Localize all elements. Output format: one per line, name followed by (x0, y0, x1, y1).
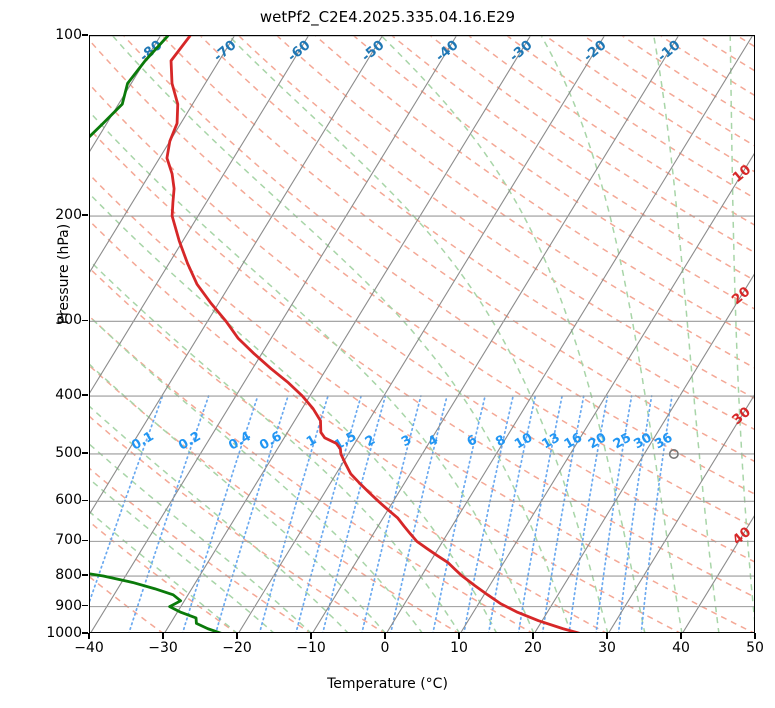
y-tick-label: 500 (55, 444, 82, 461)
x-tick-mark (310, 633, 312, 639)
isotherm-label: -60 (285, 37, 314, 65)
x-tick-mark (162, 633, 164, 639)
mixing-ratio-label: 2 (363, 433, 378, 451)
mixing-ratio-label: 16 (562, 430, 585, 452)
y-tick-mark (82, 604, 88, 607)
chart-title: wetPf2_C2E4.2025.335.04.16.E29 (259, 8, 516, 26)
x-tick-label: 30 (598, 640, 616, 656)
temperature-profile-line (165, 36, 581, 632)
y-tick-label: 200 (55, 207, 82, 224)
x-tick-mark (606, 633, 608, 639)
x-axis-label: Temperature (°C) (327, 676, 448, 692)
isotherm-label: 10 (730, 162, 755, 186)
x-tick-mark (384, 633, 386, 639)
x-tick-label: 10 (450, 640, 468, 656)
mixing-ratio-label: 8 (493, 433, 508, 451)
mixing-ratio-label: 25 (611, 430, 634, 452)
y-tick-mark (82, 34, 88, 36)
mixing-ratio-label: 20 (586, 430, 609, 452)
x-tick-label: −10 (296, 640, 326, 656)
isotherm-label: -30 (507, 37, 536, 65)
x-tick-mark (236, 633, 238, 639)
y-tick-mark (82, 499, 88, 501)
mixing-ratio-label: 13 (540, 430, 563, 452)
plot-area: -80 -70 -60 -50 -40 -30 -20 -10 10 20 30 40 0.1 0.2 0.… (89, 35, 755, 633)
x-tick-label: 20 (524, 640, 542, 656)
mixing-ratio-label: 0.6 (257, 429, 284, 454)
mixing-ratio-label: 0.4 (226, 429, 253, 454)
mixing-ratio-label: 10 (512, 430, 535, 452)
x-tick-label: −20 (222, 640, 252, 656)
y-tick-mark (82, 539, 88, 541)
y-tick-mark (82, 214, 88, 216)
y-tick-mark (82, 452, 88, 454)
x-tick-mark (532, 633, 534, 639)
mixing-ratio-label: 0.2 (176, 429, 203, 454)
y-tick-mark (82, 319, 88, 321)
mixing-ratio-label: 3 (399, 433, 414, 451)
x-tick-mark (754, 633, 756, 639)
y-tick-label: 400 (55, 387, 82, 404)
isotherm-label: 20 (729, 284, 754, 308)
y-tick-mark (82, 632, 88, 634)
x-tick-mark (458, 633, 460, 639)
y-tick-label: 600 (55, 492, 82, 509)
lcl-marker (668, 448, 679, 459)
y-axis-tick-labels: 100 200 300 400 500 600 700 800 900 1000 (0, 0, 82, 708)
mixing-ratio-label: 0.1 (129, 429, 156, 454)
x-tick-label: −30 (148, 640, 178, 656)
isotherm-label: -20 (581, 37, 610, 65)
x-tick-label: 40 (672, 640, 690, 656)
isotherm-label: -50 (359, 37, 388, 65)
y-tick-mark (82, 394, 88, 396)
x-tick-mark (88, 633, 90, 639)
x-tick-label: 0 (380, 640, 390, 656)
y-tick-label: 300 (55, 312, 82, 329)
y-tick-mark (82, 574, 88, 576)
isotherm-label: 40 (730, 524, 755, 548)
y-tick-label: 800 (55, 567, 82, 584)
y-tick-label: 700 (55, 532, 82, 549)
isotherm-label: 30 (729, 404, 754, 428)
x-tick-label: 50 (746, 640, 764, 656)
y-tick-label: 1000 (46, 625, 82, 641)
x-tick-label: −40 (74, 640, 104, 656)
x-tick-mark (680, 633, 682, 639)
y-tick-label: 100 (55, 27, 82, 43)
mixing-ratio-label: 1.5 (332, 429, 359, 454)
y-tick-label: 900 (55, 597, 82, 614)
